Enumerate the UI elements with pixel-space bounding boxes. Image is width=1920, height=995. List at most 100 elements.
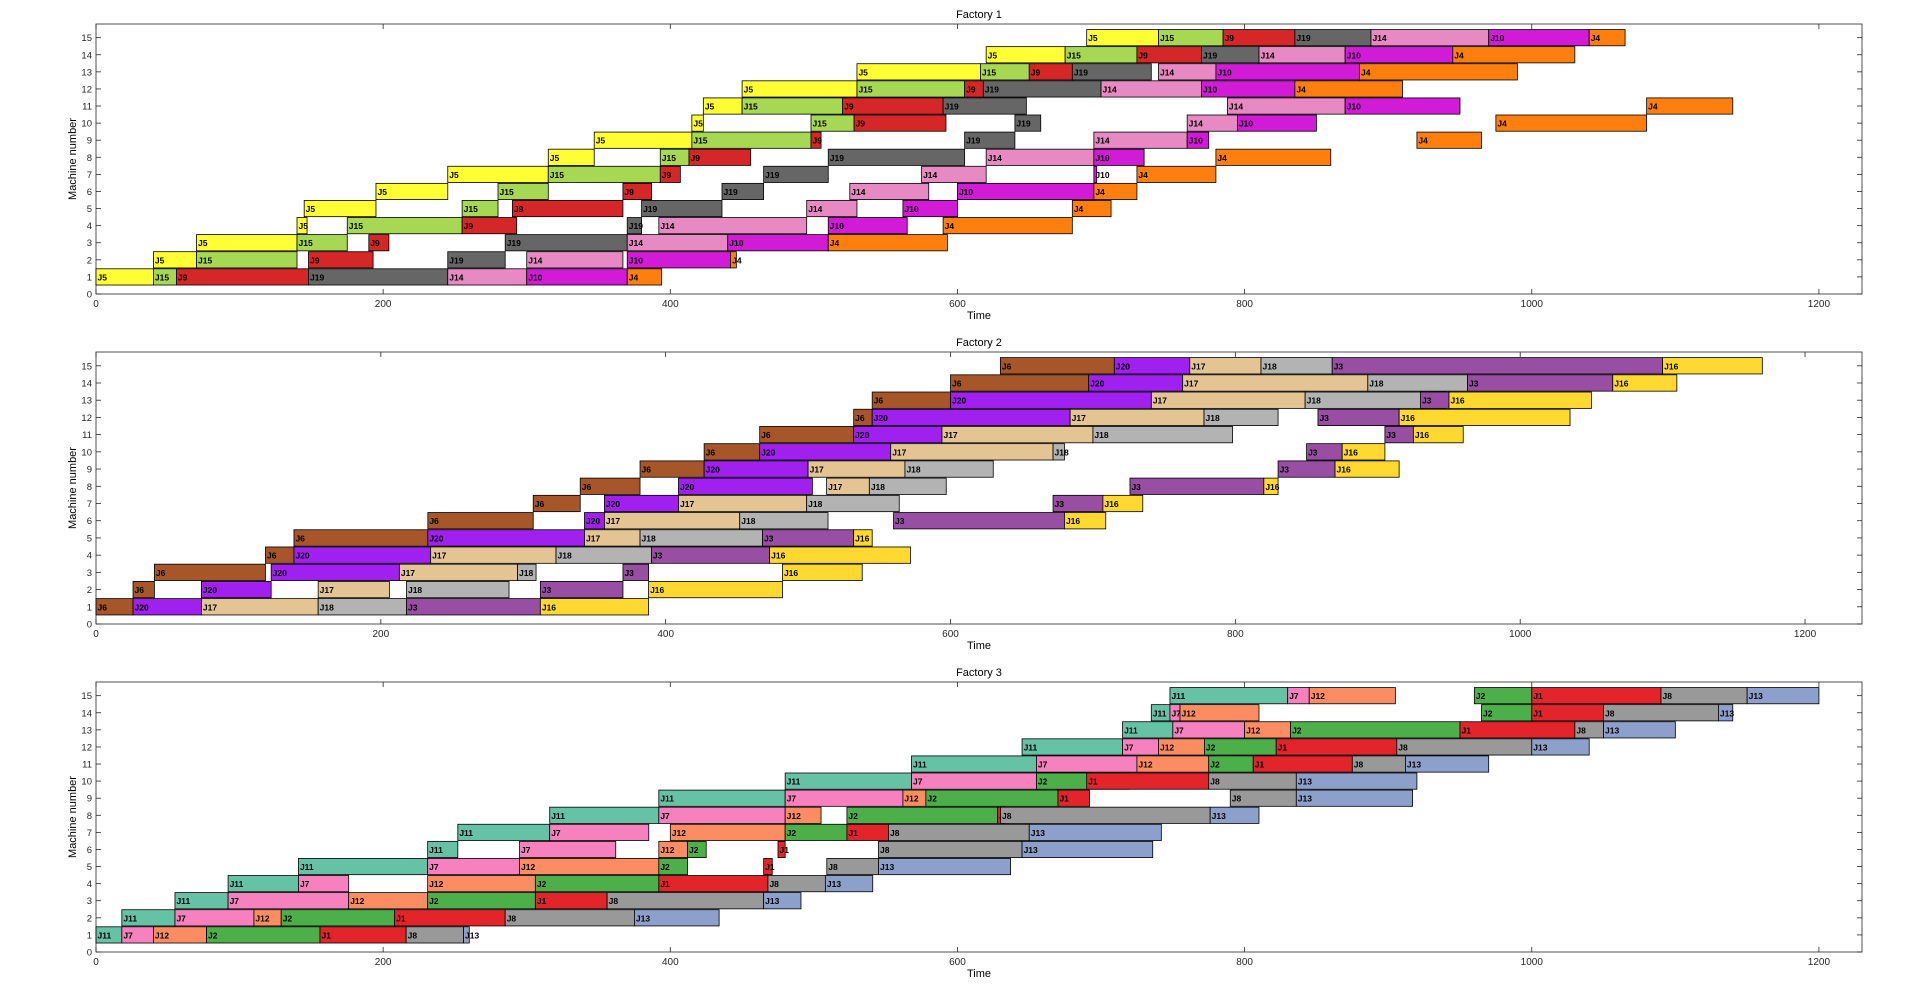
task-bar-j5: [593, 131, 693, 149]
task-label: J7: [1174, 725, 1184, 735]
task-label: J9: [370, 238, 380, 248]
y-tick-label: 14: [81, 378, 92, 389]
task-bar-j17: [604, 512, 741, 530]
task-label: J18: [1262, 361, 1276, 371]
task-label: J9: [1138, 50, 1148, 60]
y-tick-label: 6: [87, 845, 92, 856]
task-label: J10: [1095, 153, 1109, 163]
task-label: J13: [1407, 760, 1421, 770]
task-bar-j9: [842, 97, 944, 115]
task-bar-j14: [985, 148, 1095, 166]
task-bar-j4: [827, 234, 948, 252]
task-bar-j5: [741, 80, 858, 98]
task-label: J11: [230, 879, 244, 889]
task-label: J5: [988, 50, 998, 60]
task-bar-j9: [622, 182, 653, 200]
task-bar-j13: [1531, 738, 1590, 756]
task-label: J16: [1401, 413, 1415, 423]
y-axis-label: Machine number: [67, 776, 79, 858]
task-bar-j16: [782, 563, 863, 581]
task-bar-j20: [759, 443, 892, 461]
task-label: J17: [828, 482, 842, 492]
task-bar-j8: [504, 909, 635, 927]
task-bar-j6: [950, 374, 1090, 392]
y-tick-label: 13: [81, 396, 92, 407]
task-label: J5: [449, 170, 459, 180]
task-label: J3: [542, 585, 552, 595]
task-label: J3: [653, 551, 663, 561]
task-bar-j8: [1396, 738, 1533, 756]
task-bar-j13: [463, 926, 470, 944]
task-label: J5: [299, 221, 309, 231]
y-tick-label: 1: [87, 272, 92, 283]
task-bar-j18: [1052, 443, 1065, 461]
task-bar-j9: [176, 268, 309, 286]
y-tick-label: 8: [87, 153, 92, 164]
task-bar-j5: [691, 114, 704, 132]
task-label: J10: [528, 272, 542, 282]
task-label: J3: [1131, 482, 1141, 492]
task-bar-j15: [461, 200, 499, 218]
task-bar-j16: [1064, 512, 1107, 530]
task-label: J10: [1239, 119, 1253, 129]
task-bar-j4: [730, 251, 737, 269]
x-tick-label: 600: [949, 299, 966, 310]
task-label: J16: [542, 602, 556, 612]
task-label: J17: [1184, 378, 1198, 388]
task-label: J14: [1372, 33, 1386, 43]
task-label: J8: [880, 845, 890, 855]
task-bar-j4: [942, 217, 1073, 235]
task-label: J7: [230, 896, 240, 906]
task-label: J10: [629, 255, 643, 265]
task-bar-j9: [368, 234, 390, 252]
task-label: J4: [732, 255, 742, 265]
task-label: J7: [176, 913, 186, 923]
task-bar-j9: [688, 148, 752, 166]
task-label: J20: [952, 396, 966, 406]
task-label: J19: [765, 170, 779, 180]
task-bar-j1: [1086, 772, 1210, 790]
task-label: J2: [1292, 725, 1302, 735]
task-bar-j12: [1179, 704, 1260, 722]
task-bar-j2: [925, 789, 1059, 807]
task-bar-j7: [519, 840, 617, 858]
task-bar-j8: [1660, 687, 1748, 705]
task-label: J2: [1483, 708, 1493, 718]
y-tick-label: 12: [81, 413, 92, 424]
task-bar-j4: [1215, 148, 1332, 166]
task-label: J2: [689, 845, 699, 855]
task-label: J20: [203, 585, 217, 595]
task-label: J5: [198, 238, 208, 248]
y-tick-label: 10: [81, 777, 92, 788]
task-label: J14: [1189, 119, 1203, 129]
task-label: J11: [660, 794, 674, 804]
task-bar-j16: [1412, 426, 1464, 444]
task-bar-j8: [888, 823, 1030, 841]
y-tick-label: 13: [81, 67, 92, 78]
task-bar-j3: [762, 529, 855, 547]
x-tick-label: 400: [662, 299, 679, 310]
task-bar-j16: [1662, 357, 1763, 375]
task-label: J3: [1334, 361, 1344, 371]
task-bar-j13: [1603, 721, 1676, 739]
task-label: J20: [1116, 361, 1130, 371]
task-label: J10: [1095, 170, 1109, 180]
task-bar-j12: [519, 858, 660, 876]
task-bar-j14: [526, 251, 624, 269]
task-label: J9: [966, 84, 976, 94]
task-label: J4: [1217, 153, 1227, 163]
x-tick-label: 1200: [1808, 957, 1831, 968]
task-label: J14: [449, 272, 463, 282]
task-bar-j13: [1295, 789, 1414, 807]
task-label: J6: [156, 568, 166, 578]
chart-title: Factory 2: [956, 337, 1002, 349]
task-bar-j15: [196, 251, 298, 269]
task-label: J19: [310, 272, 324, 282]
task-label: J11: [123, 913, 137, 923]
y-tick-label: 5: [87, 862, 92, 873]
task-label: J8: [769, 879, 779, 889]
task-label: J8: [1576, 725, 1586, 735]
x-tick-label: 1000: [1521, 957, 1544, 968]
task-label: J14: [660, 221, 674, 231]
task-label: J7: [300, 879, 310, 889]
